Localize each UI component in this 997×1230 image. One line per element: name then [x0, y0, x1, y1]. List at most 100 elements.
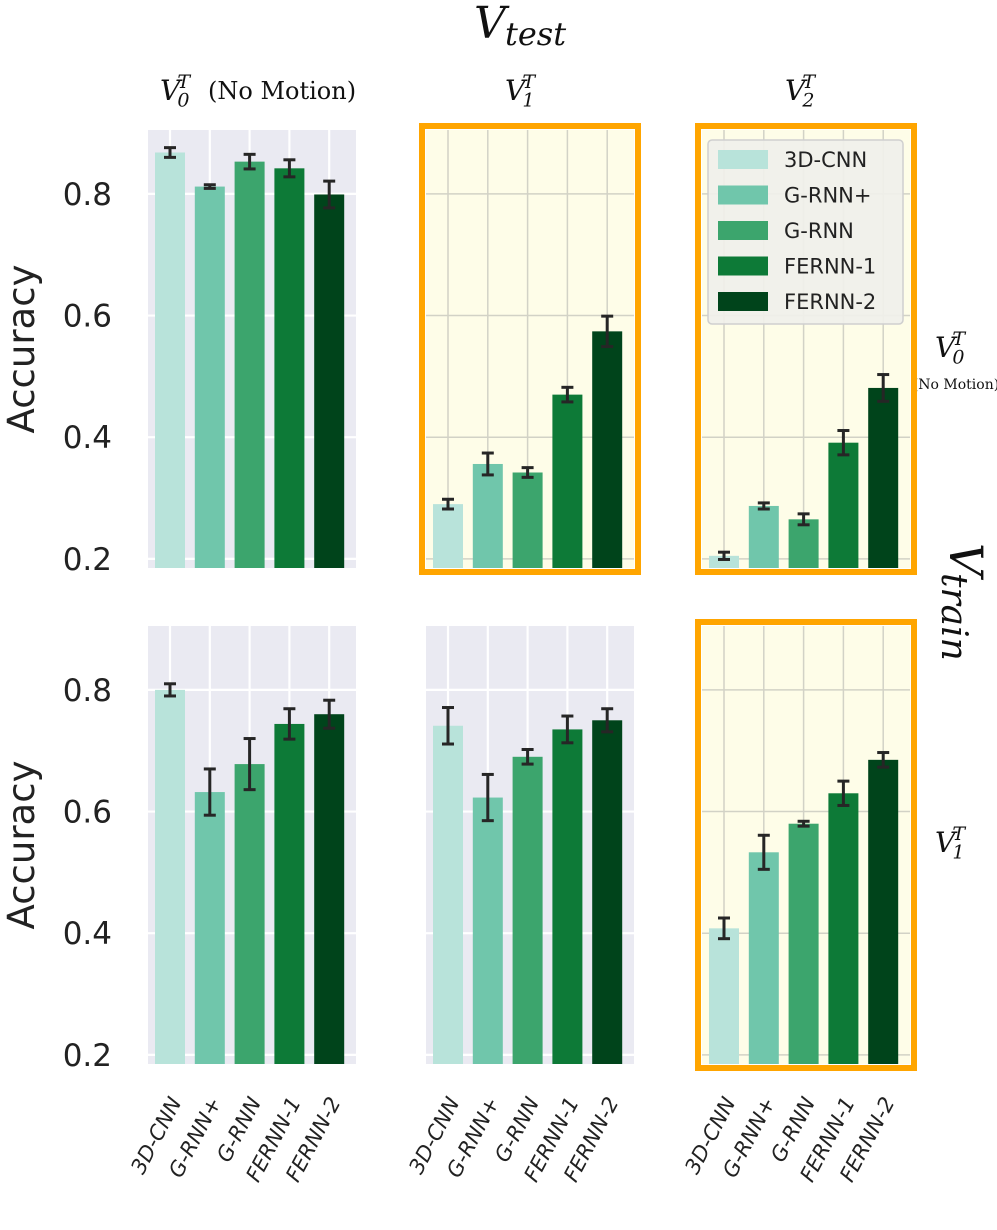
- bar-fernn-1: [828, 442, 859, 568]
- error-bar: [283, 158, 296, 179]
- bar-fernn-2: [314, 714, 345, 1064]
- svg-text:1: 1: [952, 842, 964, 864]
- legend-swatch-3d-cnn: [718, 150, 768, 169]
- column-header-2: VT2: [785, 71, 816, 111]
- y-tick-label: 0.8: [63, 673, 112, 709]
- y-tick-label: 0.2: [63, 542, 112, 578]
- bar-g-rnn-: [194, 186, 225, 568]
- panel-r1-c0: [148, 626, 356, 1064]
- bar-3d-cnn: [155, 689, 185, 1064]
- error-bar: [561, 385, 574, 404]
- svg-text:V: V: [160, 74, 183, 107]
- bar-g-rnn: [512, 472, 543, 568]
- bar-fernn-2: [868, 387, 899, 568]
- panel-r1-c2: [695, 619, 917, 1071]
- bar-3d-cnn: [709, 928, 739, 1064]
- bar-g-rnn: [234, 161, 265, 568]
- error-bar: [718, 550, 730, 561]
- svg-text:test: test: [505, 15, 566, 53]
- svg-text:V: V: [939, 543, 993, 581]
- highlight-border: [419, 123, 641, 575]
- error-bar: [243, 152, 256, 171]
- error-bar: [243, 737, 256, 792]
- bar-g-rnn-: [748, 852, 779, 1064]
- error-bar: [601, 314, 614, 349]
- svg-text:V: V: [474, 0, 510, 49]
- error-bar: [481, 451, 494, 477]
- bar-fernn-1: [828, 793, 859, 1064]
- svg-text:T: T: [177, 71, 191, 93]
- panel-r0-c0: [148, 130, 356, 568]
- bar-g-rnn-: [194, 792, 225, 1064]
- error-bar: [757, 501, 770, 511]
- bar-fernn-1: [552, 394, 583, 568]
- error-bar: [283, 707, 296, 741]
- legend-label: G-RNN: [784, 219, 854, 243]
- bar-fernn-2: [314, 194, 345, 568]
- bar-fernn-1: [274, 168, 305, 568]
- bar-3d-cnn: [709, 555, 739, 568]
- bar-g-rnn-: [472, 463, 503, 568]
- bar-fernn-1: [274, 723, 305, 1064]
- legend-swatch-fernn-1: [718, 256, 768, 276]
- legend-label: FERNN-2: [784, 290, 876, 314]
- error-bar: [481, 772, 494, 823]
- bar-g-rnn: [512, 756, 543, 1064]
- panel-r1-c1: [426, 626, 634, 1064]
- bar-fernn-1: [552, 729, 583, 1064]
- legend-swatch-fernn-2: [718, 292, 768, 311]
- svg-text:V: V: [505, 74, 528, 107]
- y-axis-label-row-0: Accuracy: [0, 265, 43, 434]
- svg-text:T: T: [952, 328, 966, 350]
- svg-text:train: train: [933, 573, 974, 661]
- bar-g-rnn: [234, 764, 265, 1064]
- row-label-1: VT1: [935, 823, 966, 863]
- error-bar: [601, 707, 614, 734]
- svg-text:2: 2: [801, 90, 814, 112]
- svg-text:V: V: [785, 74, 808, 107]
- error-bar: [877, 373, 890, 403]
- bar-fernn-2: [592, 720, 623, 1064]
- bar-g-rnn-: [748, 505, 779, 568]
- svg-text:T: T: [802, 71, 816, 93]
- error-bar: [797, 512, 810, 527]
- y-tick-label: 0.6: [63, 795, 112, 831]
- error-bar: [797, 819, 810, 828]
- row-label-0: VT0: [935, 328, 966, 368]
- svg-text:V: V: [935, 826, 958, 859]
- svg-text:T: T: [522, 71, 536, 93]
- error-bar: [203, 183, 216, 190]
- bar-fernn-2: [868, 759, 899, 1064]
- error-bar: [164, 146, 176, 159]
- error-bar: [521, 466, 534, 479]
- bar-3d-cnn: [155, 152, 185, 568]
- column-header-suffix-0: (No Motion): [208, 77, 356, 105]
- bar-3d-cnn: [433, 725, 463, 1064]
- bar-g-rnn: [788, 823, 819, 1064]
- y-tick-label: 0.4: [63, 420, 112, 456]
- y-tick-label: 0.4: [63, 916, 112, 952]
- panel-r0-c1: [419, 123, 641, 575]
- error-bar: [877, 751, 890, 769]
- bar-3d-cnn: [433, 504, 463, 568]
- bar-fernn-2: [592, 331, 623, 568]
- legend: 3D-CNN G-RNN+ G-RNN FERNN-1 FERNN-2: [707, 139, 904, 325]
- y-axis-label-row-1: Accuracy: [0, 761, 43, 930]
- error-bar: [718, 916, 730, 941]
- error-bar: [442, 706, 454, 746]
- error-bar: [203, 767, 216, 817]
- y-tick-label: 0.2: [63, 1038, 112, 1074]
- y-tick-label: 0.8: [63, 177, 112, 213]
- error-bar: [164, 682, 176, 698]
- y-tick-label: 0.6: [63, 299, 112, 335]
- error-bar: [837, 779, 850, 807]
- legend-swatch-g-rnn-: [718, 185, 768, 205]
- highlight-border: [695, 619, 917, 1071]
- row-label-note-0: (No Motion): [913, 377, 997, 393]
- legend-label: FERNN-1: [784, 255, 876, 279]
- error-bar: [757, 833, 770, 871]
- error-bar: [521, 747, 534, 766]
